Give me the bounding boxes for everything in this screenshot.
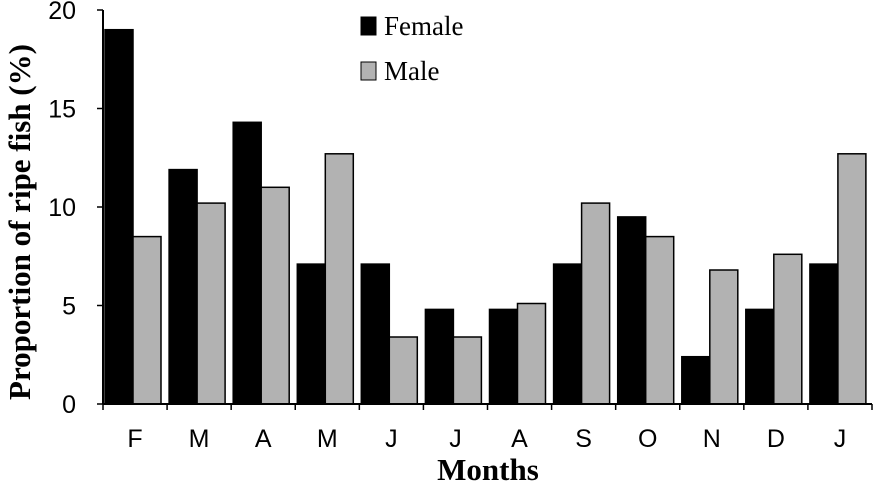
x-tick-label: S xyxy=(575,425,592,453)
x-tick-label: F xyxy=(127,425,142,453)
x-tick-label: M xyxy=(317,425,338,453)
y-tick-label: 15 xyxy=(48,96,76,124)
bar-male-11 xyxy=(837,153,867,405)
bar-female-11 xyxy=(809,263,839,405)
x-axis-title: Months xyxy=(437,452,539,487)
bar-male-0 xyxy=(132,235,162,405)
y-tick-label: 5 xyxy=(62,293,76,321)
legend: Female Male xyxy=(360,11,463,86)
bar-female-6 xyxy=(488,308,519,405)
bar-female-1 xyxy=(168,168,198,405)
bar-male-6 xyxy=(516,302,547,405)
bar-male-9 xyxy=(709,269,739,405)
y-tick-label: 0 xyxy=(62,391,76,419)
bar-female-2 xyxy=(232,121,262,405)
y-axis-title: Proportion of ripe fish (%) xyxy=(2,44,37,400)
x-tick-label: M xyxy=(189,425,210,453)
bar-female-10 xyxy=(745,308,775,405)
x-tick-label: D xyxy=(767,425,785,453)
y-tick-label: 10 xyxy=(48,194,76,222)
x-tick-label: A xyxy=(255,425,272,453)
bar-male-2 xyxy=(260,186,290,405)
legend-swatch-male xyxy=(360,61,377,81)
bar-male-5 xyxy=(452,336,483,405)
bar-female-4 xyxy=(360,263,391,405)
bar-male-4 xyxy=(388,336,419,405)
x-tick-label: O xyxy=(638,425,657,453)
x-tick-label: J xyxy=(449,425,462,453)
bar-male-10 xyxy=(773,253,803,405)
bar-female-0 xyxy=(104,28,134,405)
x-tick-label: J xyxy=(834,425,847,453)
legend-swatch-female xyxy=(360,16,377,36)
bar-female-5 xyxy=(424,308,455,405)
bar-male-3 xyxy=(324,153,355,405)
bar-male-8 xyxy=(644,235,675,405)
legend-label-female: Female xyxy=(384,11,463,41)
x-tick-label: N xyxy=(703,425,721,453)
y-tick-label: 20 xyxy=(48,0,76,25)
x-tick-label: A xyxy=(511,425,528,453)
x-tick-label: J xyxy=(385,425,398,453)
y-ticks-group: 0 5 10 15 20 xyxy=(48,0,103,419)
bars-group xyxy=(104,28,867,405)
bar-male-7 xyxy=(580,202,611,405)
bar-female-7 xyxy=(552,263,583,405)
bar-female-3 xyxy=(296,263,327,405)
legend-label-male: Male xyxy=(384,56,439,86)
bar-female-8 xyxy=(616,216,647,405)
bar-female-9 xyxy=(681,355,711,405)
bar-male-1 xyxy=(196,202,226,405)
